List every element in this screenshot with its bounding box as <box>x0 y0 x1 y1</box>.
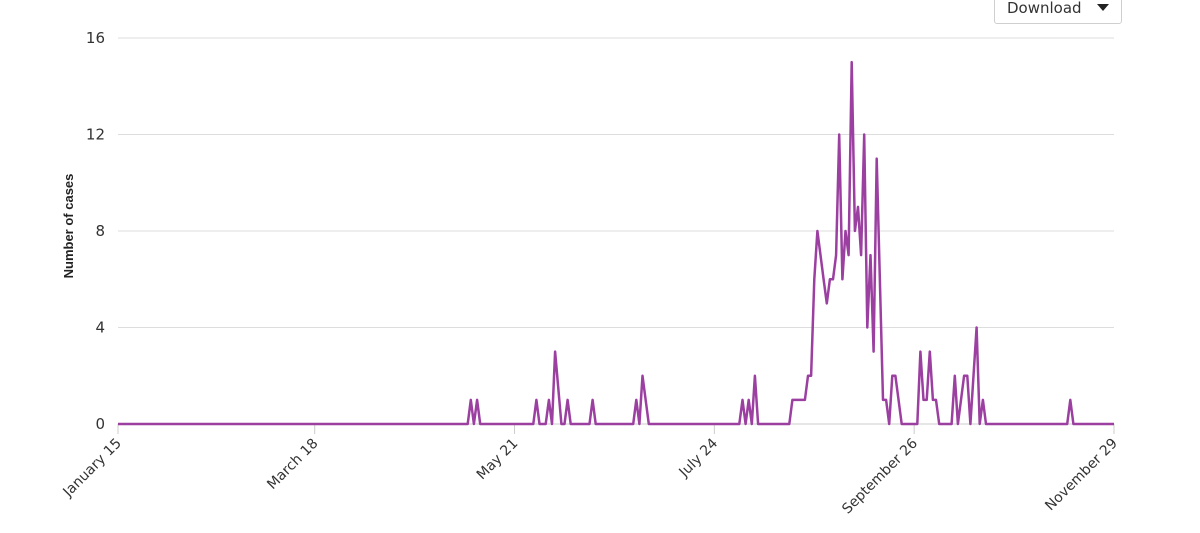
series-line <box>118 60 1114 426</box>
x-tick-label: January 15 <box>60 436 125 501</box>
x-tick-label: November 29 <box>1042 436 1121 515</box>
y-tick-label: 4 <box>95 319 105 337</box>
x-tick-label: July 24 <box>676 435 722 481</box>
download-button[interactable]: Download <box>994 0 1122 24</box>
x-axis-ticks: January 15 March 18 May 21 July 24 September… <box>60 424 1121 517</box>
x-tick-label: September 26 <box>839 435 921 517</box>
caret-down-icon <box>1097 4 1109 11</box>
y-axis-label: Number of cases <box>61 174 76 279</box>
x-tick-label: May 21 <box>474 436 522 484</box>
y-tick-label: 16 <box>86 29 105 47</box>
y-axis-ticks: 0 4 8 12 16 <box>86 29 105 433</box>
y-tick-label: 12 <box>86 126 105 144</box>
download-button-label: Download <box>1007 0 1082 17</box>
x-tick-label: March 18 <box>264 436 321 493</box>
series-layer <box>118 60 1114 426</box>
y-tick-label: 8 <box>95 222 105 240</box>
y-tick-label: 0 <box>95 415 105 433</box>
gridlines <box>118 37 1114 425</box>
